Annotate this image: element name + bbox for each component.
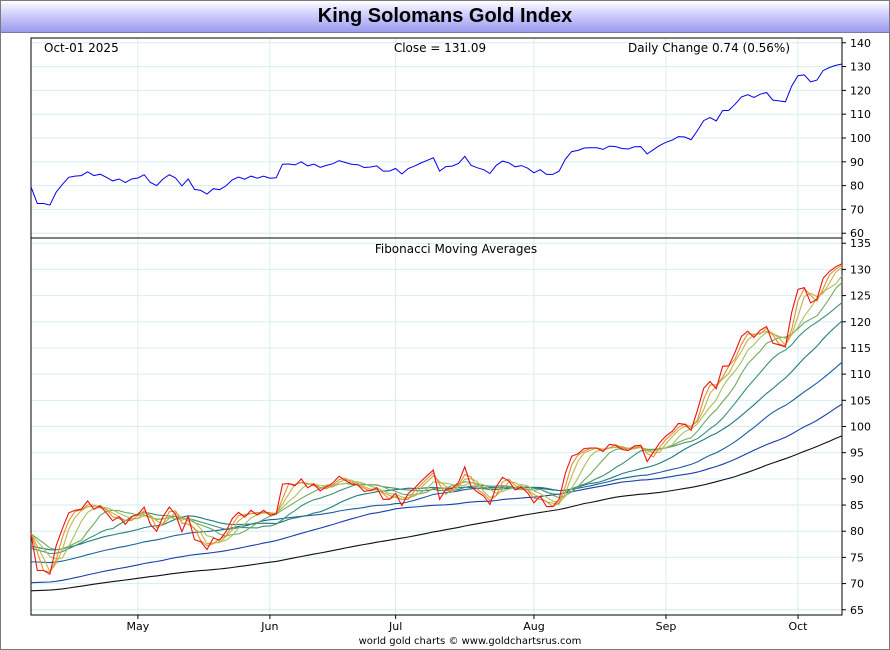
x-tick-label: Oct [788,620,808,633]
fma-y-tick-label: 100 [850,421,871,434]
footer-credit: world gold charts © www.goldchartsrus.co… [359,636,582,647]
header-date: Oct-01 2025 [44,41,119,55]
x-tick-label: Jul [388,620,402,633]
price-line [30,63,843,206]
fma-line-fma-55 [30,403,843,584]
price-panel-grid [31,38,842,238]
price-y-tick-label: 120 [850,84,871,97]
fma-y-tick-label: 110 [850,368,871,381]
fma-y-tick-label: 75 [850,551,864,564]
fma-line-fma-13 [30,302,843,555]
fma-y-tick-label: 120 [850,316,871,329]
fma-line-fma-34 [30,361,843,564]
price-y-tick-label: 90 [850,156,864,169]
fma-y-tick-label: 65 [850,604,864,617]
fma-y-tick-label: 85 [850,499,864,512]
fma-line-fma-89 [30,435,843,592]
price-y-tick-label: 70 [850,203,864,216]
fma-line-fma-2 [30,264,843,573]
x-tick-label: Jun [260,620,278,633]
x-tick-label: May [127,620,150,633]
fma-y-tick-label: 105 [850,394,871,407]
price-y-tick-label: 110 [850,108,871,121]
fma-y-tick-label: 90 [850,473,864,486]
header-close: Close = 131.09 [394,41,486,55]
price-y-tick-label: 60 [850,227,864,240]
x-axis: May Jun Jul Aug Sep Oct [127,615,808,633]
fma-y-tick-label: 130 [850,263,871,276]
price-y-tick-label: 100 [850,132,871,145]
fma-y-tick-label: 115 [850,342,871,355]
fma-y-tick-label: 70 [850,578,864,591]
price-series [30,63,843,206]
title-bar: King Solomans Gold Index [1,1,889,33]
fma-panel-title: Fibonacci Moving Averages [375,242,537,256]
price-y-tick-label: 130 [850,61,871,74]
fma-line-fma-21 [30,320,843,551]
x-tick-label: Sep [656,620,677,633]
x-tick-label: Aug [523,620,544,633]
fma-y-tick-label: 95 [850,447,864,460]
fma-series [30,263,843,592]
price-y-axis: 60 70 80 90 100 110 120 130 140 [842,37,871,240]
fma-y-tick-label: 125 [850,290,871,303]
fma-y-tick-label: 135 [850,237,871,250]
fma-y-axis: 65 70 75 80 85 90 95 100 105 110 115 120 125 130 135 [842,237,871,617]
fma-y-tick-label: 80 [850,525,864,538]
price-y-tick-label: 140 [850,37,871,50]
fma-line-close [30,263,843,576]
fma-line-fma-8 [30,282,843,551]
fma-panel-grid [31,238,842,615]
price-y-tick-label: 80 [850,180,864,193]
fma-line-fma-5 [30,275,843,560]
header-daily-change: Daily Change 0.74 (0.56%) [628,41,790,55]
chart-title: King Solomans Gold Index [317,5,573,27]
